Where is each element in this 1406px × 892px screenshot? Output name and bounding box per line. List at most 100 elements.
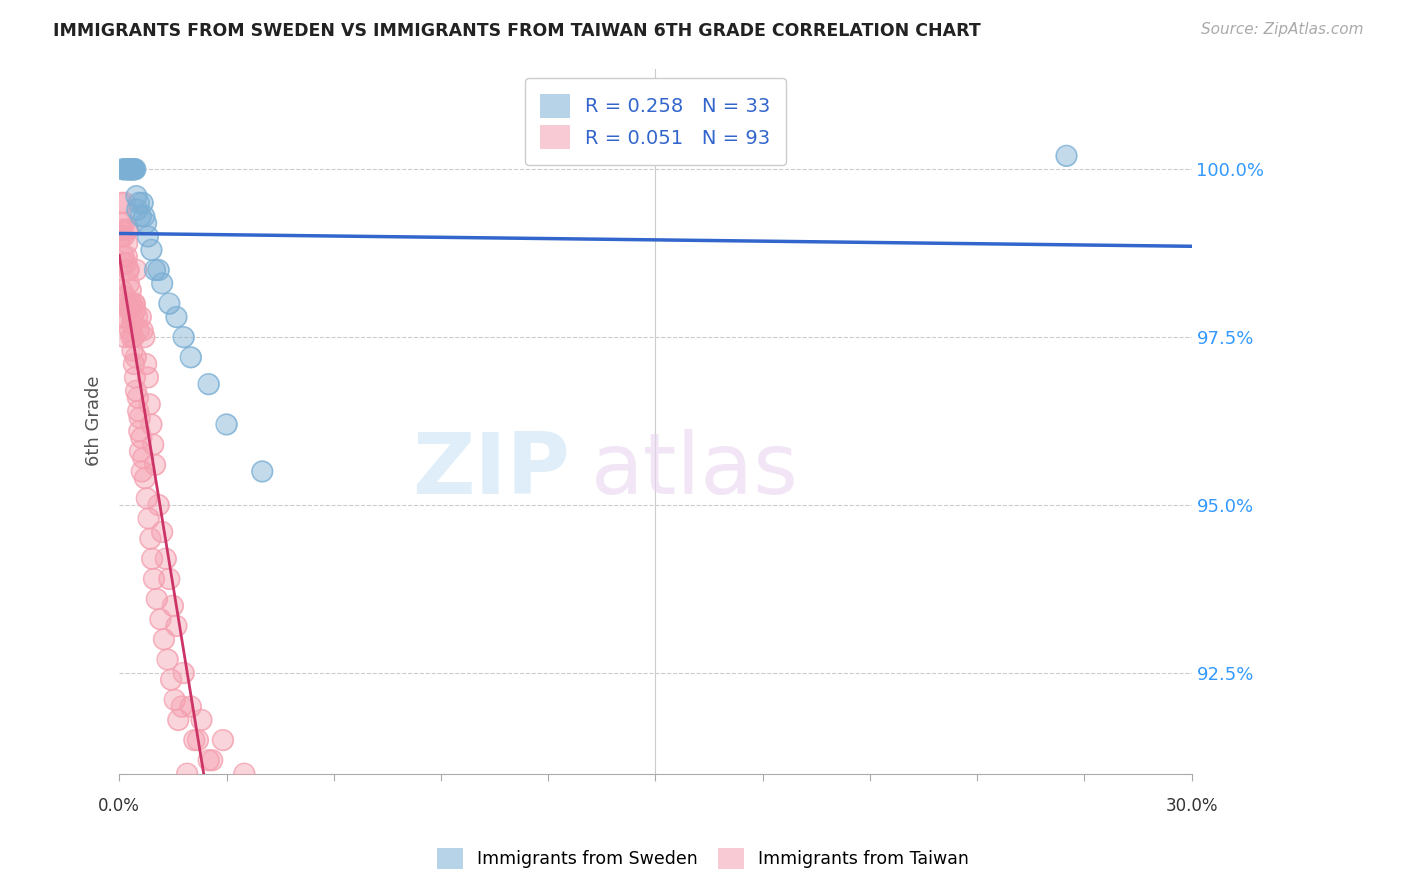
Point <box>148 498 170 512</box>
Point <box>111 162 134 177</box>
Point <box>114 310 136 324</box>
Point <box>135 491 157 506</box>
Point <box>121 162 143 177</box>
Point <box>110 195 132 210</box>
Point <box>121 317 143 331</box>
Point <box>115 296 138 310</box>
Point <box>121 162 143 177</box>
Point <box>121 296 143 310</box>
Point <box>117 263 139 277</box>
Point <box>180 351 202 365</box>
Point <box>170 699 193 714</box>
Point <box>110 229 132 244</box>
Point <box>131 195 153 210</box>
Point <box>111 310 134 324</box>
Point <box>120 330 142 344</box>
Point <box>166 310 188 324</box>
Point <box>114 195 136 210</box>
Point <box>143 458 166 472</box>
Point <box>121 296 143 310</box>
Point <box>131 431 153 445</box>
Point <box>162 599 184 613</box>
Point <box>127 310 149 324</box>
Point <box>212 733 235 747</box>
Point <box>131 323 153 337</box>
Point <box>1056 149 1078 163</box>
Point <box>112 216 135 230</box>
Point <box>141 243 163 257</box>
Point <box>176 766 198 780</box>
Point <box>117 263 139 277</box>
Point <box>157 296 180 310</box>
Point <box>132 450 155 465</box>
Point <box>114 195 136 210</box>
Point <box>118 303 141 318</box>
Point <box>173 665 195 680</box>
Point <box>115 296 138 310</box>
Point <box>118 323 141 337</box>
Point <box>135 357 157 371</box>
Point <box>125 263 148 277</box>
Point <box>141 417 163 432</box>
Point <box>112 216 135 230</box>
Point <box>163 693 186 707</box>
Point <box>110 195 132 210</box>
Point <box>252 465 274 479</box>
Point <box>120 283 142 297</box>
Point <box>124 370 146 384</box>
Point <box>135 216 157 230</box>
Point <box>183 733 205 747</box>
Point <box>111 162 134 177</box>
Point <box>157 296 180 310</box>
Point <box>136 370 159 384</box>
Point <box>155 551 177 566</box>
Point <box>142 572 165 586</box>
Point <box>115 256 138 270</box>
Point <box>155 551 177 566</box>
Point <box>138 511 160 525</box>
Legend: Immigrants from Sweden, Immigrants from Taiwan: Immigrants from Sweden, Immigrants from … <box>430 841 976 876</box>
Point <box>128 410 150 425</box>
Point <box>124 162 146 177</box>
Point <box>187 733 209 747</box>
Point <box>125 384 148 398</box>
Point <box>117 223 139 237</box>
Point <box>128 195 150 210</box>
Point <box>233 766 256 780</box>
Text: IMMIGRANTS FROM SWEDEN VS IMMIGRANTS FROM TAIWAN 6TH GRADE CORRELATION CHART: IMMIGRANTS FROM SWEDEN VS IMMIGRANTS FRO… <box>53 22 981 40</box>
Point <box>117 263 139 277</box>
Point <box>118 303 141 318</box>
Point <box>180 699 202 714</box>
Point <box>114 162 136 177</box>
Point <box>142 437 165 451</box>
Point <box>153 632 176 647</box>
Y-axis label: 6th Grade: 6th Grade <box>86 376 103 467</box>
Point <box>111 296 134 310</box>
Point <box>173 330 195 344</box>
Point <box>129 209 152 223</box>
Point <box>141 243 163 257</box>
Point <box>129 310 152 324</box>
Point <box>117 223 139 237</box>
Point <box>121 317 143 331</box>
Point <box>112 250 135 264</box>
Point <box>118 303 141 318</box>
Point <box>215 417 238 432</box>
Point <box>110 229 132 244</box>
Point <box>162 599 184 613</box>
Point <box>124 296 146 310</box>
Point <box>139 532 162 546</box>
Point <box>143 458 166 472</box>
Point <box>138 397 160 411</box>
Point <box>160 673 183 687</box>
Point <box>118 277 141 291</box>
Point <box>118 162 141 177</box>
Text: ZIP: ZIP <box>412 429 569 512</box>
Point <box>125 384 148 398</box>
Point <box>138 511 160 525</box>
Point <box>114 290 136 304</box>
Point <box>136 229 159 244</box>
Point <box>157 572 180 586</box>
Point <box>197 753 219 767</box>
Point <box>121 310 143 324</box>
